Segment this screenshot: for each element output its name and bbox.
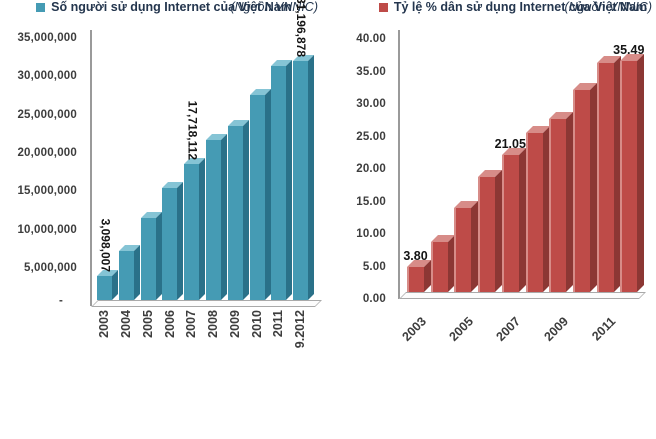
- y-tick-label: -: [58, 295, 63, 308]
- bar: [118, 251, 134, 300]
- chart-floor-3d: [399, 292, 646, 299]
- bar: [549, 119, 567, 292]
- y-tick-label: 10.00: [356, 228, 386, 240]
- bar: [430, 242, 448, 292]
- bar: [454, 208, 472, 292]
- bar: [227, 125, 243, 300]
- bar: [271, 66, 287, 300]
- y-tick-label: 35.00: [356, 65, 386, 78]
- y-axis-line: [90, 30, 92, 306]
- bar: [478, 177, 496, 292]
- legend-label: Tỷ lệ % dân sử dụng Internet của Việt Na…: [393, 0, 648, 14]
- bar: [407, 267, 424, 292]
- x-tick-text: 2003: [399, 314, 429, 344]
- y-axis-line: [398, 30, 400, 299]
- bar: [293, 61, 309, 300]
- legend-color-swatch: [378, 2, 388, 12]
- bar-value-text: 21.05: [494, 137, 526, 152]
- bar: [525, 133, 543, 292]
- x-tick-text: 2007: [493, 314, 524, 344]
- y-tick-label: 25.00: [356, 130, 386, 143]
- y-tick-label: 20,000,000: [17, 146, 77, 159]
- x-tick-text: 2005: [446, 314, 477, 344]
- y-tick-label: 35,000,000: [17, 32, 77, 44]
- legend-color-swatch: [36, 2, 46, 12]
- bar: [572, 89, 590, 292]
- y-tick-label: 30.00: [356, 98, 386, 110]
- bar-value-text: 35.49: [613, 43, 645, 58]
- x-tick-text: 2011: [589, 314, 619, 344]
- y-tick-label: 0.00: [362, 293, 386, 305]
- x-tick-text: 2009: [541, 314, 571, 344]
- bar: [596, 62, 614, 292]
- bar: [206, 140, 221, 300]
- legend: Số người sử dụng Internet của Việt Nam: [0, 0, 328, 14]
- bar: [140, 217, 156, 300]
- bar: [249, 94, 265, 300]
- y-tick-label: 30,000,000: [17, 70, 77, 83]
- legend: Tỷ lệ % dân sử dụng Internet của Việt Na…: [330, 0, 656, 14]
- y-tick-label: 40.00: [356, 33, 386, 45]
- y-tick-label: 5,000,000: [24, 261, 77, 274]
- bar: [501, 155, 519, 292]
- bar: [97, 276, 112, 300]
- bar: [184, 164, 200, 300]
- y-tick-label: 10,000,000: [17, 223, 77, 236]
- bar: [620, 61, 638, 292]
- source-note: (Nguồn VNNIC): [564, 0, 652, 14]
- bar-value-text: 3.80: [403, 249, 428, 264]
- y-tick-label: 15.00: [356, 195, 386, 208]
- bar: [162, 187, 178, 300]
- y-tick-label: 20.00: [356, 163, 386, 175]
- y-tick-label: 15,000,000: [17, 185, 77, 198]
- legend-label: Số người sử dụng Internet của Việt Nam: [51, 0, 292, 14]
- y-tick-label: 5.00: [362, 260, 386, 273]
- source-note: (Nguồn VNNIC): [230, 0, 318, 14]
- y-tick-label: 25,000,000: [17, 108, 77, 121]
